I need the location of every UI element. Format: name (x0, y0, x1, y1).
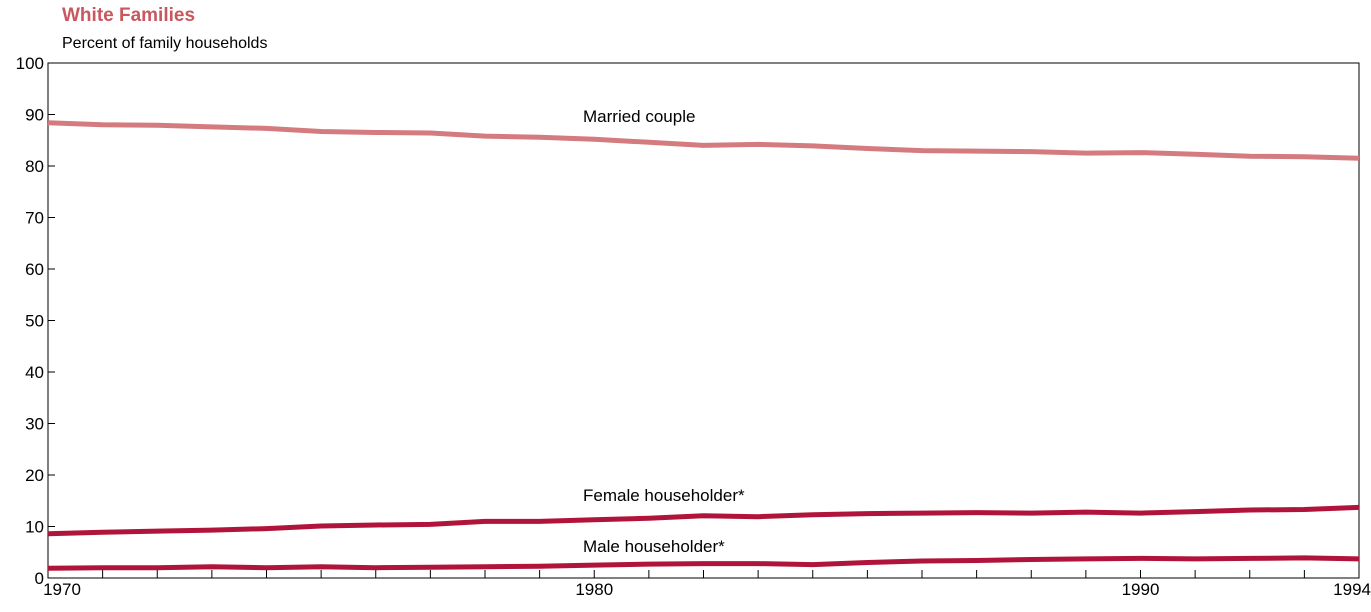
chart-title: White Families (62, 5, 196, 26)
series-line-0 (47, 120, 1360, 161)
x-axis: 1970 1980 1990 1994 (43, 570, 1371, 599)
y-tick-label: 50 (25, 312, 44, 331)
y-tick-label: 90 (25, 106, 44, 125)
y-axis: 0 10 20 30 40 50 60 70 80 90 100 (16, 54, 55, 588)
x-tick-label: 1980 (575, 580, 613, 599)
series-label-0: Married couple (583, 107, 695, 126)
y-tick-label: 40 (25, 363, 44, 382)
y-tick-label: 10 (25, 518, 44, 537)
y-tick-label: 20 (25, 466, 44, 485)
y-axis-label: Percent of family households (62, 35, 268, 52)
series-lines (47, 120, 1360, 571)
series-label-1: Female householder* (583, 486, 745, 505)
y-tick-label: 100 (16, 54, 44, 73)
y-tick-label: 80 (25, 157, 44, 176)
x-tick-label: 1990 (1122, 580, 1160, 599)
series-line-2 (47, 555, 1360, 571)
series-line-1 (47, 504, 1360, 537)
x-tick-label: 1970 (43, 580, 81, 599)
series-label-2: Male householder* (583, 537, 725, 556)
y-tick-label: 30 (25, 415, 44, 434)
series-labels: Married couple Female householder* Male ho… (583, 107, 745, 556)
x-tick-label: 1994 (1333, 580, 1371, 599)
y-tick-label: 0 (35, 569, 44, 588)
y-tick-label: 60 (25, 260, 44, 279)
y-tick-label: 70 (25, 209, 44, 228)
